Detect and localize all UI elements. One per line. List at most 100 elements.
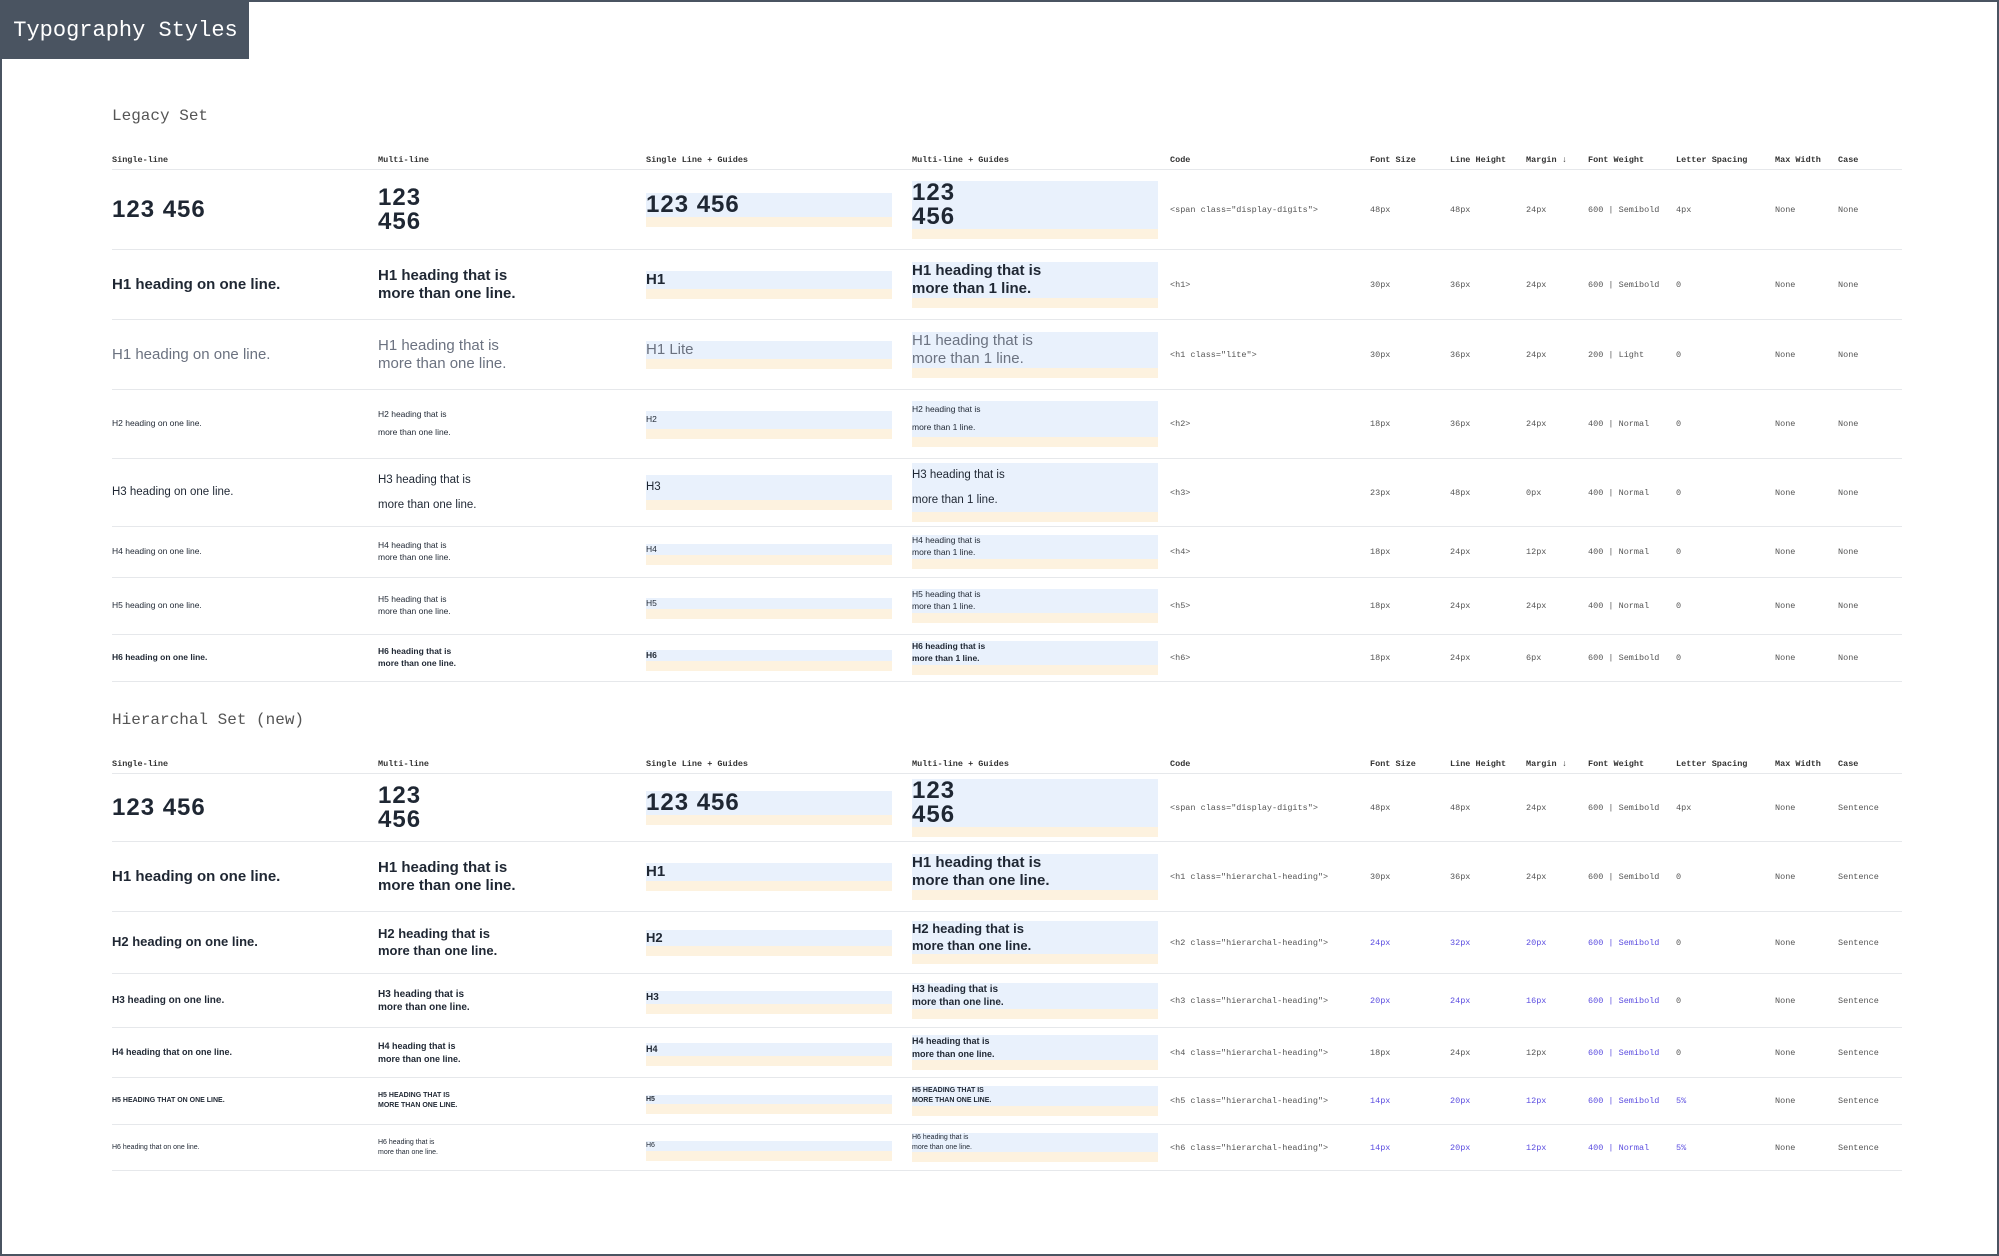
spec-value: None xyxy=(1775,349,1796,360)
page-title: Typography Styles xyxy=(2,2,249,59)
guide-box: H2 xyxy=(646,929,892,957)
preview-text: H4 xyxy=(646,1044,658,1055)
preview-text: H2 xyxy=(646,929,663,945)
spec-value: 200 | Light xyxy=(1588,349,1645,360)
guide-box: H5 xyxy=(646,597,892,620)
spec-value: 600 | Semibold xyxy=(1588,871,1660,882)
text-line: more than one line. xyxy=(378,876,516,894)
spec-value: 32px xyxy=(1450,937,1471,948)
spec-value: 48px xyxy=(1450,802,1471,813)
cell: H4 heading that is more than one line. xyxy=(378,1040,646,1065)
spec-value: 24px xyxy=(1450,995,1471,1006)
preview-text: H1 heading on one line. xyxy=(112,345,271,363)
spec-value: Sentence xyxy=(1838,1096,1879,1106)
text-line: 456 xyxy=(378,207,422,234)
text-line: more than 1 line. xyxy=(912,349,1024,367)
guide-box: 123 456 xyxy=(646,790,892,825)
text-line: H1 heading that is xyxy=(378,336,499,354)
guide-box: H4 heading that is more than 1 line. xyxy=(912,535,1158,569)
header-row: Single-line Multi-line Single Line + Guide… xyxy=(112,755,1902,774)
preview-text: H6 xyxy=(646,1142,655,1150)
spec-value: 0px xyxy=(1526,487,1542,498)
header-row: Single-line Multi-line Single Line + Guide… xyxy=(112,151,1902,170)
spec-value: 0 xyxy=(1676,547,1682,557)
spec-value: 600 | Semibold xyxy=(1588,279,1660,290)
guide-box: H6 xyxy=(646,649,892,672)
cell: H3 heading that is more than one line. xyxy=(912,982,1170,1019)
text-line: more than one line. xyxy=(378,942,498,958)
preview-text: H2 xyxy=(646,414,657,425)
text-line: H4 heading that is xyxy=(912,1035,990,1046)
cell: H2 heading on one line. xyxy=(112,415,378,433)
guide-box: H1 Lite xyxy=(646,340,892,369)
preview-text: H5 xyxy=(646,597,657,608)
text-line: H3 heading that is xyxy=(378,988,465,1000)
preview-text: 123 456 xyxy=(646,192,740,218)
cell: 123 456 xyxy=(912,180,1170,239)
text-line: H2 heading that is xyxy=(912,920,1024,936)
cell: H6 heading that is more than one line. xyxy=(378,646,646,670)
preview-text: H6 heading that on one line. xyxy=(112,1143,200,1151)
text-line: H6 heading that is xyxy=(912,1133,969,1141)
column-header: Max Width xyxy=(1775,759,1821,769)
cell: H6 heading that is more than one line. xyxy=(378,1138,646,1158)
spec-value: 0 xyxy=(1676,653,1682,663)
spec-value: 12px xyxy=(1526,1142,1547,1153)
guide-box: 123 456 xyxy=(646,192,892,227)
cell: H4 heading on one line. xyxy=(112,546,378,558)
guide-box: H5 xyxy=(646,1094,892,1115)
text-line: 456 xyxy=(912,202,956,230)
spec-value: 20px xyxy=(1526,937,1547,948)
spec-value: <h1 class="lite"> xyxy=(1170,349,1257,360)
text-line: H1 heading that is xyxy=(378,858,508,876)
spec-value: 20px xyxy=(1370,995,1391,1006)
text-line: more than 1 line. xyxy=(912,279,1032,297)
text-line: H1 heading that is xyxy=(378,266,508,284)
spec-value: None xyxy=(1838,279,1859,290)
cell: H2 xyxy=(646,409,912,439)
text-line: H1 heading that is xyxy=(912,853,1042,871)
preview-text: H3 xyxy=(646,481,661,494)
spec-value: <h5 class="hierarchal-heading"> xyxy=(1170,1096,1329,1106)
table-row: H1 heading on one line. H1 heading that i… xyxy=(112,250,1902,320)
cell: H2 heading that is more than one line. xyxy=(378,406,646,442)
guide-box: H3 heading that is more than one line. xyxy=(912,982,1158,1019)
cell: H1 heading on one line. xyxy=(112,276,378,294)
cell: H3 heading that is more than 1 line. xyxy=(912,463,1170,522)
text-line: MORE THAN ONE LINE. xyxy=(378,1102,458,1109)
preview-text: H6 xyxy=(646,649,657,660)
spec-value: None xyxy=(1838,653,1859,663)
guide-box: H3 xyxy=(646,991,892,1014)
cell: H4 xyxy=(646,539,912,566)
spec-value: 0 xyxy=(1676,871,1682,882)
cell: H5 xyxy=(646,593,912,620)
spec-value: 0 xyxy=(1676,487,1682,498)
spec-value: 600 | Semibold xyxy=(1588,995,1660,1006)
spec-value: 24px xyxy=(1526,419,1547,429)
guide-box: H6 heading that is more than 1 line. xyxy=(912,641,1158,675)
spec-value: 400 | Normal xyxy=(1588,1142,1650,1153)
text-line: H4 heading that is xyxy=(378,540,447,551)
column-header: Line Height xyxy=(1450,759,1507,769)
spec-value: None xyxy=(1775,601,1796,611)
guide-box: H1 heading that is more than 1 line. xyxy=(912,261,1158,308)
cell: 123 456 xyxy=(912,778,1170,837)
table-row: H5 heading on one line. H5 heading that i… xyxy=(112,578,1902,635)
spec-value: 600 | Semibold xyxy=(1588,653,1660,663)
cell: H4 heading that is more than one line. xyxy=(378,540,646,564)
table-row: H4 heading on one line. H4 heading that i… xyxy=(112,527,1902,578)
spec-value: 6px xyxy=(1526,653,1542,663)
guide-box: H3 xyxy=(646,475,892,510)
cell: H1 heading that is more than one line. xyxy=(378,859,646,895)
text-line: more than 1 line. xyxy=(912,653,980,663)
text-line: more than one line. xyxy=(912,871,1050,889)
cell: H5 xyxy=(646,1088,912,1115)
spec-value: None xyxy=(1775,547,1796,557)
text-line: more than one line. xyxy=(912,1143,972,1151)
spec-value: <span class="display-digits"> xyxy=(1170,802,1318,813)
cell: H1 heading on one line. xyxy=(112,346,378,364)
table-row: H2 heading on one line. H2 heading that i… xyxy=(112,912,1902,974)
cell: H4 xyxy=(646,1039,912,1066)
spec-value: None xyxy=(1775,937,1796,948)
spec-value: None xyxy=(1775,1047,1796,1058)
